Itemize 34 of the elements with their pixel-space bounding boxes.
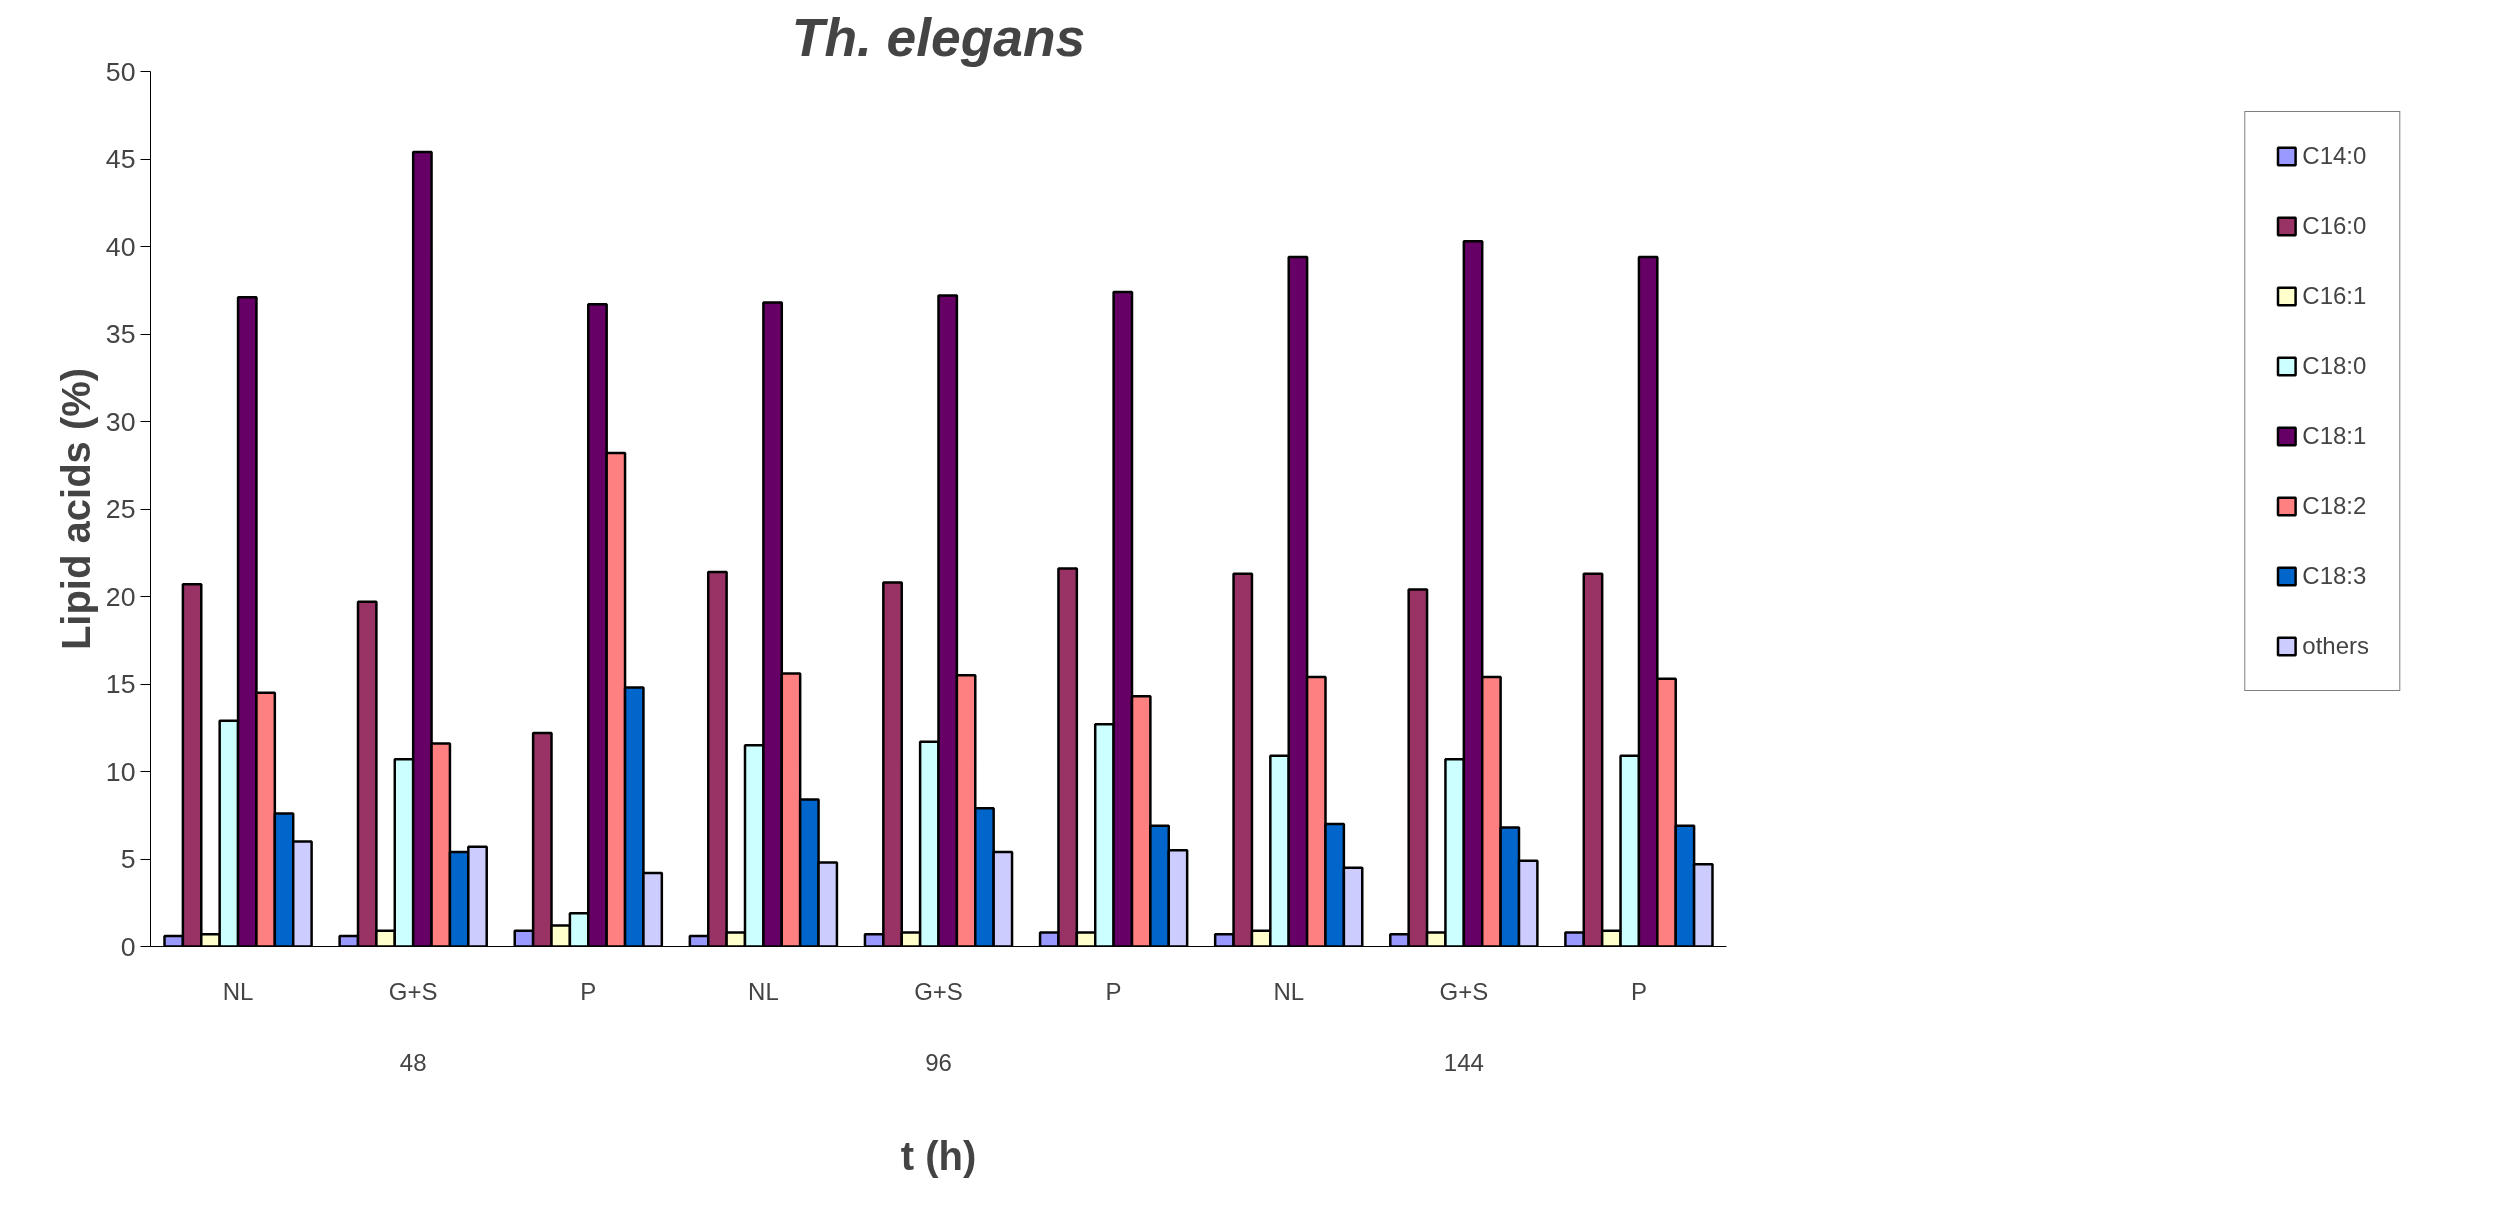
- y-tick-label: 5: [120, 844, 136, 874]
- chart-title: Th. elegans: [791, 7, 1086, 67]
- x-tick-label: G+S: [388, 977, 438, 1005]
- legend-label: C18:3: [2302, 562, 2367, 590]
- text: 48: [399, 1048, 427, 1076]
- x-tick-label: NL: [222, 977, 254, 1005]
- legend-label: C18:1: [2302, 422, 2367, 450]
- legend-label: C16:1: [2302, 282, 2367, 310]
- legend-label: C14:0: [2302, 142, 2367, 170]
- legend-label: C16:0: [2302, 212, 2367, 240]
- x-tick-label: G+S: [914, 977, 963, 1005]
- y-tick-label: 15: [105, 669, 136, 699]
- x-tick-label: NL: [1273, 977, 1305, 1005]
- y-tick-label: 0: [120, 931, 136, 962]
- y-tick-label: 45: [105, 144, 136, 174]
- legend-label: others: [2302, 632, 2369, 660]
- y-tick-label: 20: [105, 581, 136, 612]
- text: 96: [925, 1048, 952, 1076]
- y-axis-title: Lipid acids (%): [53, 367, 98, 651]
- x-tick-label: G+S: [1439, 977, 1489, 1005]
- y-tick-label: 25: [105, 494, 136, 524]
- legend-label: C18:0: [2302, 352, 2367, 380]
- legend-label: C18:2: [2302, 492, 2367, 520]
- x-tick-label: P: [1105, 977, 1122, 1005]
- x-tick-label: P: [1630, 977, 1647, 1005]
- y-tick-label: 10: [105, 756, 136, 787]
- x-tick-label: P: [580, 977, 597, 1005]
- x-axis-title: t (h): [900, 1133, 977, 1178]
- text: 144: [1443, 1048, 1484, 1076]
- y-tick-label: 40: [105, 231, 136, 262]
- y-tick-label: 50: [105, 56, 136, 87]
- x-tick-label: NL: [748, 977, 779, 1005]
- y-tick-label: 30: [105, 406, 136, 437]
- y-tick-label: 35: [105, 319, 136, 349]
